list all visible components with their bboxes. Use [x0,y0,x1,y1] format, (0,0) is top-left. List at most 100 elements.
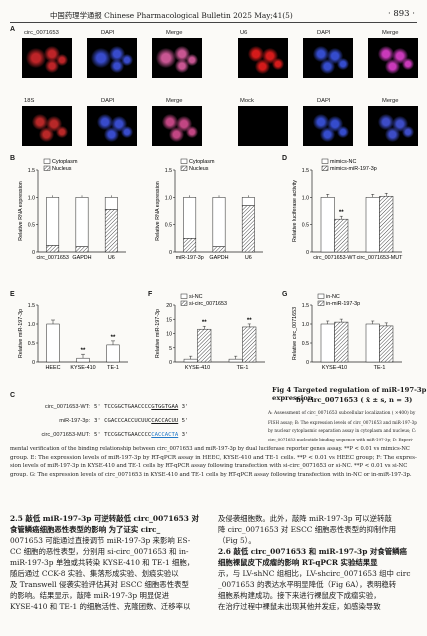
y-tick-label: 0 [32,250,35,256]
caption-full-line: mental verification of the binding relat… [10,446,410,452]
bar-B1-2-0 [104,197,118,210]
micrograph-1-2 [87,38,137,78]
legend-swatch [317,300,325,306]
legend-swatch [180,293,188,299]
bar-F-0-0 [183,358,198,363]
panel-label-f: F [148,291,153,298]
micrograph-2-4 [238,106,288,146]
micrograph-1-6 [368,38,418,78]
bar-B1-1-0 [75,197,89,247]
body-left-line: 随后通过 CCK-8 实验、集落形成实验、划痕实验以 [10,569,179,578]
panel-label-d: D [282,155,288,162]
caption-right-line: A: Assessment of circ_0071653 subcellula… [268,411,416,416]
micrograph-2-1 [22,106,72,146]
panel-label-e: E [10,291,15,298]
micrograph-label: DAPI [317,98,331,104]
bar-E-2 [106,344,120,363]
micrograph-2-2 [87,106,137,146]
panel-label-c: C [10,392,16,399]
micrograph-label: Merge [166,30,183,36]
micrograph-label: DAPI [101,30,115,36]
legend-swatch [321,165,329,171]
header-rule [10,22,417,23]
body-left-line: 的影响。结果显示，敲降 miR-197-3p 明显促进 [10,591,170,600]
y-axis-label: Relative miR-197-3p [155,309,161,358]
seq-mir: 3' CGACCCACCUCUUCCACCACUU 5' [94,418,189,424]
body-right-line: （Fig 5）。 [218,536,256,545]
y-tick-label: 20 [166,303,172,309]
y-tick-label: 1.5 [302,168,309,174]
y-tick-label: 0 [32,360,35,366]
bar-D-1-0 [365,197,380,253]
bar-B1-2-1 [104,209,118,253]
panel-label-a: A [10,26,16,33]
x-tick-label: HEEC [46,365,61,371]
body-left-line: 及 Transwell 侵袭实验评估其对 ESCC 细胞恶性表型 [10,580,189,589]
bar-B2-0-1 [183,238,197,253]
body-left-line: 0071653 可能通过直接调节 miR-197-3p 来影响 ES- [10,536,191,545]
seq-mir-label: miR-197-3p: [59,418,90,424]
caption-full-line: sion levels of miR-197-3p in KYSE-410 an… [10,463,408,470]
bar-G-0-0 [320,323,335,363]
bar-E-1 [76,357,90,363]
bar-D-0-0 [320,197,335,253]
micrograph-1-5 [303,38,353,78]
x-tick-label: KYSE-410 [185,365,210,371]
y-tick-label: 0 [169,360,172,366]
caption-right-line: circ_0071653 nucleotide binding sequence… [268,436,414,442]
y-axis-label: Relative circ_0071653 [292,307,298,360]
y-tick-label: 5 [169,346,172,352]
legend-label: in-NC [326,294,340,300]
y-tick-label: 10 [166,332,172,338]
body-right-line: 细胞裸鼠皮下成瘤的影响 RT-qPCR 实验结果显 [218,558,378,567]
legend-swatch [317,293,325,299]
caption-right-line: FISH assay; B: The expression levels of … [268,419,417,425]
y-axis-label: Relative RNA expression [155,181,161,241]
x-tick-label: U6 [245,255,252,261]
micrograph-2-6 [368,106,418,146]
legend-swatch [43,158,51,164]
legend-label: Nucleus [189,166,209,172]
seq-mut: 5' TCCGGCTGAACCCCCACCACTA 3' [94,432,189,438]
bar-G-1-0 [365,323,380,363]
significance-mark: ** [202,320,207,326]
x-tick-label: TE-1 [107,365,119,371]
body-left-line: CC 细胞的恶性表型，分别用 si-circ_0071653 和 in- [10,547,189,556]
significance-mark: ** [339,210,344,216]
bar-G-1-1 [379,325,394,363]
seq-mut-site: CACCACTA [151,432,179,438]
legend-label: mimics-NC [330,159,356,165]
bar-D-0-1 [334,218,349,253]
body-right-line: 示，与 LV-shNC 组相比，LV-shcirc_0071653 组中 cir… [218,569,411,578]
y-tick-label: 1.0 [165,195,172,201]
y-tick-label: 0 [306,360,309,366]
y-tick-label: 0.5 [28,341,35,347]
caption-full-line: group. E: The expression levels of miR-1… [10,454,417,461]
legend-swatch [180,300,188,306]
caption-full-line: group. G: The expression levels of circ_… [10,471,412,478]
y-tick-label: 1.0 [302,322,309,328]
section-heading-2-5: 2.5 敲低 miR-197-3p 可逆转敲低 circ_0071653 对 [10,514,199,523]
x-tick-label: KYSE-410 [70,365,95,371]
caption-right-line: by nuclear cytoplasmic separation assay … [268,428,417,434]
y-tick-label: 0.5 [28,223,35,229]
legend-label: mimics-miR-197-3p [330,166,377,172]
bar-G-0-1 [334,321,349,363]
y-axis-label: Relative miR-197-3p [18,309,24,358]
significance-mark: ** [247,318,252,324]
y-tick-label: 0 [306,250,309,256]
panel-label-b: B [10,155,16,162]
x-tick-label: miR-197-3p [176,255,204,261]
legend-swatch [180,158,188,164]
significance-mark: ** [81,348,86,354]
micrograph-2-5 [303,106,353,146]
body-right-line: 细胞系构建成功。接下来进行裸鼠皮下成瘤实验， [218,591,381,600]
bar-B2-1-0 [212,197,226,247]
y-tick-label: 1.5 [28,168,35,174]
journal-running-title: 中国药理学通报 Chinese Pharmacological Bulletin… [50,11,293,20]
seq-wt: 5' TCCGGCTGAACCCCGTGGTGAA 3' [94,404,189,410]
y-tick-label: 1.0 [302,195,309,201]
y-tick-label: 1.5 [302,303,309,309]
micrograph-label: Merge [166,98,183,104]
x-tick-label: GAPDH [72,255,91,261]
